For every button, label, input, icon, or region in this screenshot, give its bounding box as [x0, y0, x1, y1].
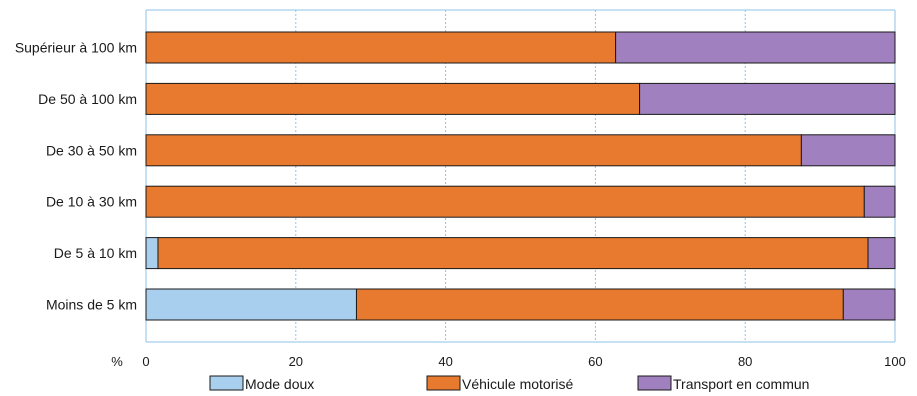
bar-segment — [145, 134, 802, 167]
x-tick-label: 100 — [884, 354, 906, 369]
x-tick-label: 40 — [438, 354, 452, 369]
bar-segment — [145, 185, 865, 218]
category-label: De 30 à 50 km — [46, 142, 137, 158]
bar-segment — [863, 185, 896, 218]
category-labels: Supérieur à 100 km De 50 à 100 km De 30 à … — [15, 40, 137, 313]
x-tick-label: 60 — [588, 354, 602, 369]
bars — [145, 31, 896, 321]
category-label: De 50 à 100 km — [38, 91, 137, 107]
x-axis: % 0 20 40 60 80 100 — [111, 354, 906, 369]
legend-label: Mode doux — [245, 376, 314, 392]
legend-swatch — [209, 375, 244, 391]
bar-segment — [145, 31, 617, 64]
bar-segment — [145, 288, 357, 321]
bar-segment — [639, 82, 896, 115]
legend-swatch — [637, 375, 672, 391]
bar-segment — [145, 237, 159, 270]
category-label: De 10 à 30 km — [46, 194, 137, 210]
category-label: De 5 à 10 km — [54, 245, 137, 261]
bar-segment — [867, 237, 896, 270]
legend-label: Véhicule motorisé — [462, 376, 573, 392]
x-tick-label: 80 — [738, 354, 752, 369]
grid-lines — [145, 9, 896, 343]
bar-segment — [145, 82, 641, 115]
category-label: Supérieur à 100 km — [15, 40, 137, 56]
x-tick-label: 20 — [289, 354, 303, 369]
x-unit-label: % — [111, 354, 123, 369]
bar-segment — [842, 288, 896, 321]
bar-segment — [355, 288, 844, 321]
bar-segment — [615, 31, 896, 64]
category-label: Moins de 5 km — [46, 297, 137, 313]
x-tick-label: 0 — [142, 354, 149, 369]
bar-segment — [157, 237, 869, 270]
legend-label: Transport en commun — [673, 376, 809, 392]
legend: Mode doux Véhicule motorisé Transport en c… — [209, 375, 809, 392]
bar-segment — [800, 134, 896, 167]
legend-swatch — [426, 375, 461, 391]
